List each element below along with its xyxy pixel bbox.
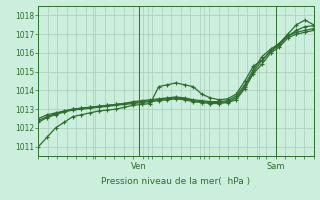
Text: Sam: Sam — [266, 162, 285, 171]
Text: Ven: Ven — [131, 162, 147, 171]
X-axis label: Pression niveau de la mer(  hPa ): Pression niveau de la mer( hPa ) — [101, 177, 251, 186]
